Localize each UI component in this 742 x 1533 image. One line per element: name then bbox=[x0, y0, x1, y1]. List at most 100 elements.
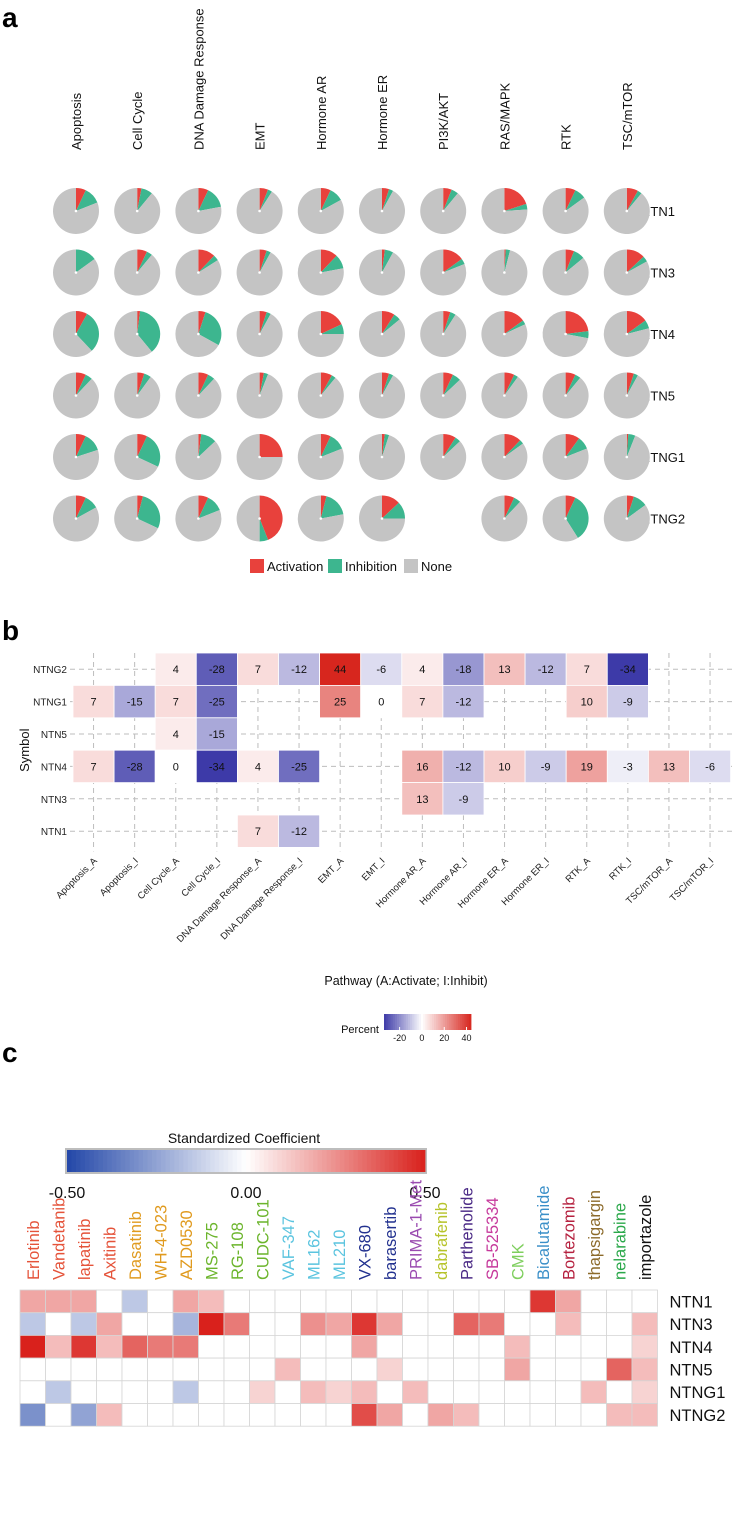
legend-color-step bbox=[196, 1150, 202, 1172]
heatmap-cell bbox=[121, 1335, 148, 1359]
heatmap-cell bbox=[376, 1335, 403, 1359]
legend-color-step bbox=[425, 1014, 428, 1030]
legend-swatch bbox=[328, 559, 342, 573]
heatmap-cell-value: -28 bbox=[127, 761, 143, 773]
legend-color-step bbox=[241, 1150, 247, 1172]
heatmap-cell bbox=[154, 717, 197, 751]
pie-slice bbox=[137, 373, 151, 396]
legend-color-step bbox=[397, 1014, 400, 1030]
drug-label: Axitinib bbox=[101, 1227, 119, 1280]
heatmap-cell bbox=[325, 1380, 352, 1404]
heatmap-row-label: NTN4 bbox=[670, 1339, 713, 1357]
pie-slice bbox=[198, 434, 216, 457]
legend-color-step bbox=[89, 1150, 95, 1172]
legend-color-step bbox=[317, 1150, 323, 1172]
legend-color-step bbox=[401, 1014, 404, 1030]
pie-center-dot bbox=[503, 209, 506, 213]
heatmap-cell-value: -12 bbox=[291, 826, 307, 838]
pie-slice bbox=[76, 497, 97, 519]
pie-center-dot bbox=[441, 332, 445, 336]
heatmap-cell bbox=[529, 1312, 556, 1336]
heatmap-cell-value: 7 bbox=[173, 697, 179, 709]
heatmap-cell-value: 13 bbox=[663, 761, 675, 773]
heatmap-cell bbox=[223, 1380, 250, 1404]
legend-color-step bbox=[389, 1150, 395, 1172]
legend-tick-label: 40 bbox=[462, 1033, 472, 1043]
heatmap-cell bbox=[360, 685, 403, 719]
pie-slice bbox=[259, 495, 283, 540]
pie-slice bbox=[382, 372, 390, 396]
pie-center-dot bbox=[319, 517, 323, 520]
legend-color-step bbox=[386, 1014, 389, 1030]
heatmap-cell bbox=[580, 1312, 607, 1336]
heatmap-cell bbox=[580, 1357, 607, 1382]
heatmap-cell bbox=[198, 1357, 225, 1382]
legend-color-step bbox=[410, 1014, 413, 1030]
heatmap-cell bbox=[555, 1335, 582, 1359]
legend-color-step bbox=[462, 1014, 465, 1030]
pie-slice bbox=[76, 313, 100, 351]
heatmap-cell bbox=[427, 1403, 454, 1427]
pie-slice bbox=[320, 372, 332, 396]
heatmap-cell bbox=[300, 1312, 327, 1336]
pie-slice bbox=[198, 188, 209, 211]
pie-slice bbox=[565, 372, 576, 396]
heatmap-cell bbox=[223, 1289, 250, 1314]
pie-slice bbox=[626, 373, 638, 396]
legend-title: Standardized Coefficient bbox=[168, 1130, 320, 1146]
heatmap-cell-value: -15 bbox=[127, 697, 143, 709]
heatmap-cell bbox=[198, 1403, 225, 1427]
pie-column-label: RTK bbox=[559, 124, 574, 150]
heatmap-cell bbox=[524, 652, 567, 686]
heatmap-cell bbox=[19, 1403, 46, 1427]
heatmap-cell bbox=[606, 685, 649, 719]
legend-color-step bbox=[411, 1150, 417, 1172]
heatmap-cell-value: -34 bbox=[620, 664, 636, 676]
pie-slice bbox=[626, 495, 634, 519]
pie-slice bbox=[198, 434, 202, 457]
pie-center-dot bbox=[197, 332, 200, 336]
heatmap-cell bbox=[606, 1335, 633, 1359]
heatmap-cell bbox=[19, 1380, 46, 1404]
heatmap-cell bbox=[147, 1312, 174, 1336]
heatmap-cell bbox=[631, 1312, 658, 1336]
pie-slice bbox=[443, 188, 452, 211]
heatmap-cell bbox=[274, 1403, 301, 1427]
pie-slice bbox=[137, 188, 152, 211]
heatmap-cell bbox=[427, 1357, 454, 1382]
legend-swatch bbox=[404, 559, 418, 573]
legend-color-step bbox=[187, 1150, 193, 1172]
pie-slice bbox=[565, 374, 581, 396]
heatmap-cell bbox=[154, 685, 197, 719]
legend-color-step bbox=[295, 1150, 301, 1172]
heatmap-cell-value: 10 bbox=[498, 761, 510, 773]
pie-center-dot bbox=[319, 271, 323, 274]
pie-center-dot bbox=[564, 271, 567, 274]
pie-slice bbox=[137, 251, 152, 273]
heatmap-cell bbox=[96, 1289, 123, 1314]
drug-label: importazole bbox=[637, 1195, 655, 1280]
pie-slice bbox=[443, 372, 453, 396]
heatmap-cell bbox=[236, 814, 279, 848]
heatmap-cell bbox=[504, 1312, 531, 1336]
heatmap-cell bbox=[198, 1312, 225, 1336]
pie-slice bbox=[382, 311, 395, 334]
heatmap-col-label: Cell Cycle_A bbox=[136, 855, 183, 902]
heatmap-cell bbox=[19, 1289, 46, 1314]
drug-label: RG-108 bbox=[229, 1222, 247, 1280]
pie-column-label: Hormone ER bbox=[375, 75, 390, 150]
legend-color-step bbox=[143, 1150, 148, 1172]
legend-color-step bbox=[403, 1014, 407, 1030]
pie-slice bbox=[198, 311, 206, 334]
legend-color-step bbox=[331, 1150, 336, 1172]
pie-slice bbox=[76, 495, 86, 519]
pie-slice bbox=[198, 374, 215, 396]
heatmap-cell-value: -18 bbox=[455, 664, 471, 676]
legend-color-step bbox=[375, 1150, 381, 1172]
drug-label: thapsigargin bbox=[586, 1190, 604, 1280]
heatmap-cell bbox=[580, 1403, 607, 1427]
pie-slice bbox=[382, 189, 394, 211]
pie-slice bbox=[504, 311, 524, 334]
legend-color-step bbox=[436, 1014, 439, 1030]
heatmap-cell bbox=[555, 1357, 582, 1382]
